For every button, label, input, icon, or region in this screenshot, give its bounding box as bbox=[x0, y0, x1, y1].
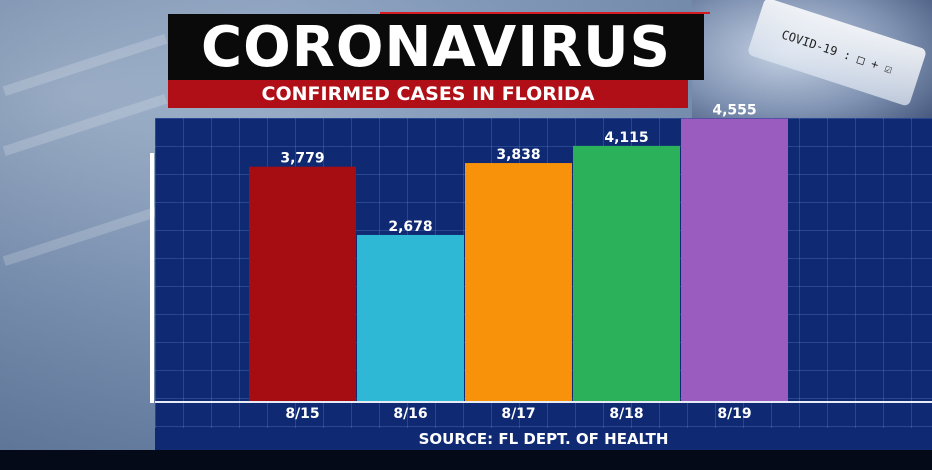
x-tick-label: 8/17 bbox=[501, 406, 536, 422]
bar-8/15 bbox=[249, 166, 356, 401]
x-axis-line bbox=[155, 401, 932, 403]
x-tick-label: 8/19 bbox=[717, 406, 752, 422]
bar-value-label: 3,779 bbox=[280, 151, 324, 167]
bar-8/19 bbox=[681, 118, 788, 401]
x-tick-label: 8/15 bbox=[285, 406, 320, 422]
bar-value-label: 4,555 bbox=[712, 103, 756, 119]
x-tick-label: 8/16 bbox=[393, 406, 428, 422]
bar-value-label: 3,838 bbox=[496, 147, 540, 163]
title-accent-line bbox=[380, 12, 710, 14]
x-axis-labels: 8/15 8/16 8/17 8/18 8/19 bbox=[0, 404, 932, 428]
footer-bar bbox=[0, 450, 932, 470]
subtitle-banner: CONFIRMED CASES IN FLORIDA bbox=[168, 80, 688, 108]
source-caption: SOURCE: FL DEPT. OF HEALTH bbox=[155, 428, 932, 450]
bar-value-label: 4,115 bbox=[604, 130, 648, 146]
page-title: CORONAVIRUS bbox=[201, 14, 671, 80]
page-subtitle: CONFIRMED CASES IN FLORIDA bbox=[261, 83, 595, 105]
bar-value-label: 2,678 bbox=[388, 219, 432, 235]
bar-8/17 bbox=[465, 163, 572, 401]
bar-8/18 bbox=[573, 145, 680, 401]
bar-8/16 bbox=[357, 234, 464, 401]
y-axis-line bbox=[150, 153, 154, 403]
x-tick-label: 8/18 bbox=[609, 406, 644, 422]
title-banner: CORONAVIRUS bbox=[168, 14, 704, 80]
